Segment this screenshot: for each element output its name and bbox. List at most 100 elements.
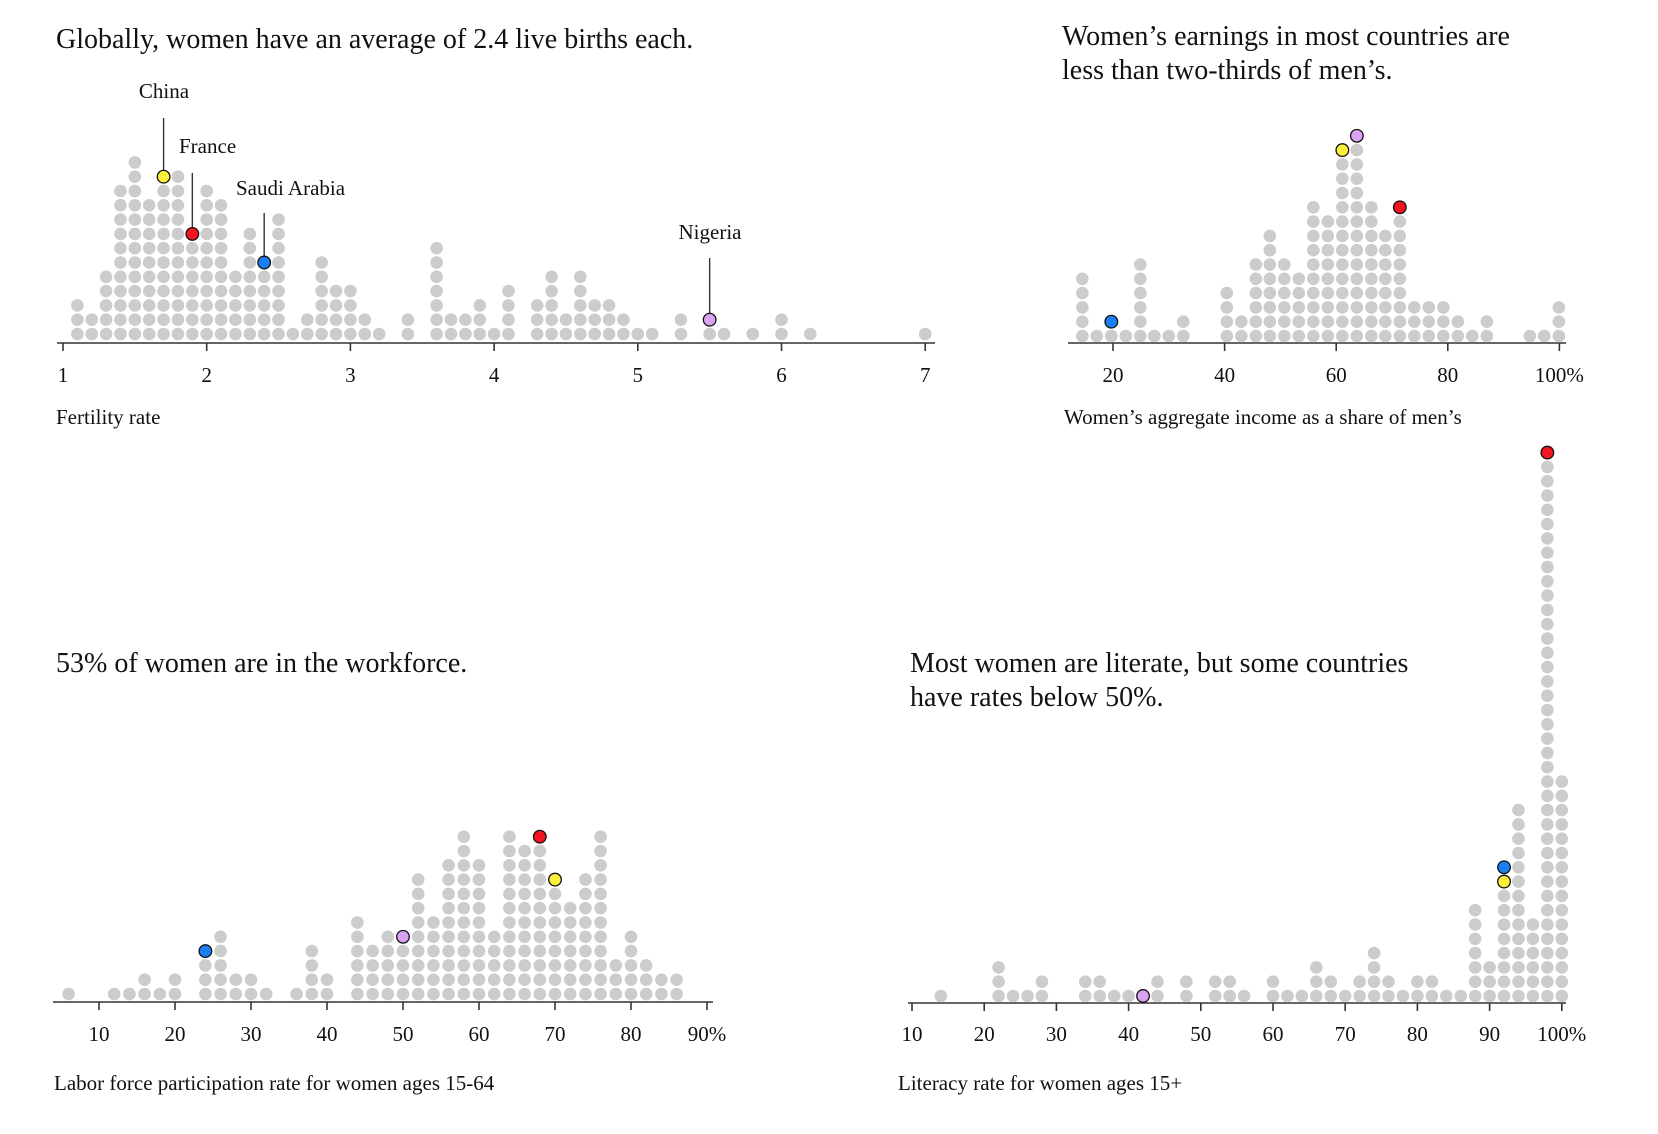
country-dot (1468, 946, 1482, 960)
country-dot (775, 313, 788, 327)
country-dot (214, 313, 228, 327)
country-dot (427, 987, 440, 1001)
country-dot (1078, 975, 1092, 988)
country-dot (1552, 301, 1566, 314)
country-dot (99, 327, 113, 341)
country-dot (594, 930, 607, 944)
country-dot (186, 256, 199, 269)
highlight-dot-saudi-arabia (257, 255, 272, 270)
country-dot (487, 973, 501, 986)
x-tick-label: 60 (469, 1022, 490, 1046)
country-dot (1437, 329, 1450, 343)
country-dot (128, 284, 142, 298)
country-dot (1249, 258, 1263, 271)
country-dot (1541, 703, 1554, 717)
country-dot (99, 270, 113, 284)
country-dot (366, 959, 379, 972)
country-dot (138, 987, 151, 1001)
country-dot (427, 973, 440, 986)
country-dot (655, 987, 668, 1001)
x-tick-label: 40 (317, 1022, 338, 1046)
country-dot (548, 973, 562, 986)
country-dot (142, 313, 156, 327)
country-dot (1281, 989, 1294, 1003)
country-dot (1249, 272, 1263, 286)
x-axis-label: Fertility rate (56, 405, 160, 429)
country-dot (594, 830, 607, 843)
country-dot (243, 256, 257, 269)
country-dot (518, 859, 531, 872)
country-dot (1350, 215, 1364, 228)
country-dot (142, 284, 156, 298)
country-dot (1307, 258, 1320, 271)
country-dot (1379, 329, 1392, 343)
country-dot (548, 930, 562, 944)
country-dot (329, 313, 343, 327)
country-dot (1263, 329, 1277, 343)
country-dot (548, 916, 562, 929)
country-dot (1365, 258, 1378, 271)
country-dot (214, 987, 227, 1001)
country-dot (142, 213, 156, 226)
country-dot (305, 973, 319, 986)
country-dot (1541, 775, 1554, 788)
country-dot (171, 184, 185, 198)
country-dot (563, 944, 577, 958)
country-dot (1541, 603, 1554, 617)
country-dot (1336, 172, 1349, 185)
country-dot (1220, 286, 1234, 300)
country-dot (1541, 818, 1554, 831)
country-dot (503, 916, 516, 929)
country-dot (171, 199, 185, 212)
country-dot (457, 930, 471, 944)
x-tick-label: 40 (1118, 1022, 1139, 1046)
country-dot (1177, 315, 1190, 329)
country-dot (1350, 329, 1364, 343)
country-dot (602, 313, 616, 327)
country-dot (594, 873, 607, 886)
x-tick-label: 40 (1214, 363, 1235, 387)
country-dot (1278, 272, 1291, 286)
country-dot (1497, 918, 1511, 931)
country-dot (503, 944, 516, 958)
country-dot (1512, 889, 1525, 903)
country-dot (344, 284, 357, 298)
country-dot (1278, 315, 1291, 329)
country-dot (171, 299, 185, 312)
country-dot (257, 313, 271, 327)
country-dot (381, 973, 395, 986)
country-dot (430, 313, 443, 327)
country-dot (1350, 243, 1364, 257)
country-dot (1393, 229, 1407, 243)
country-dot (1497, 989, 1511, 1003)
country-dot (502, 327, 515, 341)
country-dot (487, 327, 501, 341)
country-dot (624, 987, 638, 1001)
country-dot (1307, 201, 1320, 214)
country-dot (1555, 861, 1569, 874)
highlight-dot-france (185, 226, 200, 241)
country-dot (1408, 315, 1421, 329)
country-dot (1468, 932, 1482, 946)
country-dot (594, 844, 607, 858)
country-dot (487, 930, 501, 944)
country-dot (645, 327, 659, 341)
country-dot (1437, 301, 1450, 314)
country-dot (1497, 932, 1511, 946)
country-dot (257, 327, 271, 341)
country-dot (574, 270, 587, 284)
country-dot (1555, 875, 1569, 888)
country-dot (1393, 215, 1407, 228)
country-dot (344, 299, 357, 312)
country-dot (459, 327, 472, 341)
country-dot (157, 184, 170, 198)
annotation-label: Nigeria (679, 220, 743, 244)
country-dot (609, 973, 623, 986)
country-dot (1512, 903, 1525, 917)
country-dot (157, 270, 170, 284)
country-dot (533, 944, 547, 958)
country-dot (918, 327, 932, 341)
country-dot (315, 256, 328, 269)
country-dot (114, 184, 127, 198)
country-dot (142, 327, 156, 341)
